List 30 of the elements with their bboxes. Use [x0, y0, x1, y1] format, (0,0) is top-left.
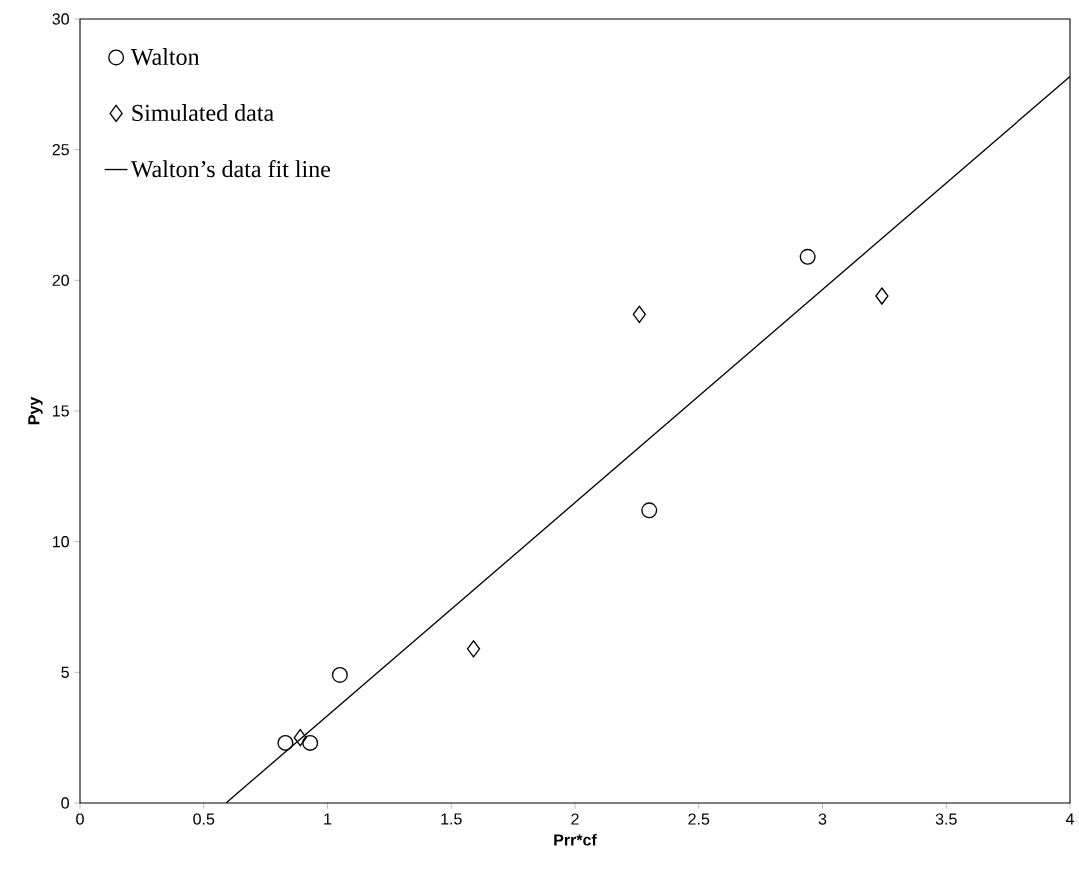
- point: [293, 729, 307, 747]
- y-tick-label: 0: [61, 797, 69, 809]
- x-tick-label: 2: [571, 813, 579, 825]
- point: [641, 502, 658, 519]
- y-axis-title: Pyy: [28, 396, 43, 425]
- point: [466, 640, 481, 658]
- x-tick-label: 3: [818, 813, 827, 825]
- x-tick-label: 4: [1065, 813, 1074, 825]
- y-tick-label: 20: [52, 274, 69, 286]
- y-tick-label: 30: [52, 13, 69, 25]
- point: [277, 734, 294, 751]
- y-tick-label: 5: [61, 666, 69, 678]
- x-tick-label: 0.5: [193, 813, 215, 825]
- y-tick-label: 25: [52, 144, 69, 156]
- legend-label: Simulated data: [132, 104, 274, 121]
- y-tick-label: 10: [53, 536, 69, 548]
- legend-label: Walton’s data fit line: [130, 160, 331, 178]
- x-tick-label: 1: [324, 813, 332, 825]
- point: [632, 305, 647, 323]
- x-tick-label: 3.5: [935, 813, 957, 825]
- point: [799, 248, 816, 265]
- x-axis-title: Prr*cf: [554, 833, 597, 846]
- x-tick-label: 0: [76, 813, 84, 825]
- point: [302, 734, 319, 751]
- x-tick-label: 1.5: [441, 813, 462, 825]
- x-tick-label: 2.5: [688, 813, 710, 825]
- legend-label: Walton: [130, 48, 200, 66]
- y-tick-label: 15: [53, 405, 69, 417]
- point: [331, 666, 348, 683]
- point: [875, 287, 889, 305]
